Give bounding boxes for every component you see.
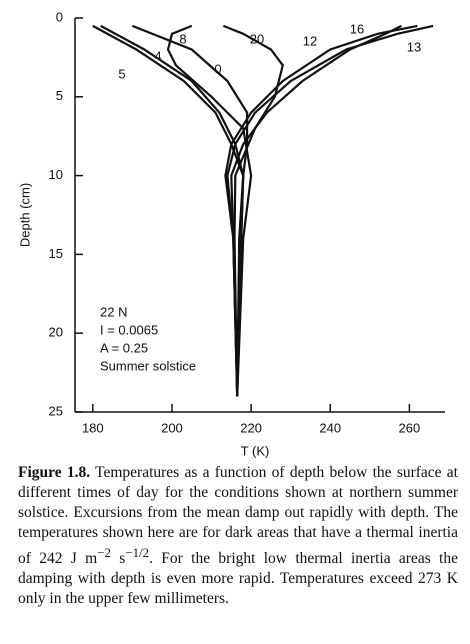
curve-label: 12 — [303, 33, 317, 48]
annotation: A = 0.25 — [100, 340, 148, 355]
x-tick-label: 260 — [399, 420, 421, 435]
caption-sup: −2 — [97, 545, 111, 560]
y-tick-label: 20 — [49, 325, 63, 340]
y-axis-label: Depth (cm) — [17, 183, 32, 247]
caption: Figure 1.8. Temperatures as a function o… — [18, 463, 458, 609]
y-tick-label: 15 — [49, 246, 63, 261]
curve — [166, 24, 253, 397]
curve — [224, 24, 418, 397]
caption-text: Temperatures as a function of depth belo… — [18, 464, 458, 568]
curve — [222, 24, 284, 397]
caption-label: Figure 1.8. — [18, 464, 91, 481]
caption-sup: −1/2 — [125, 545, 150, 560]
curve-label: 13 — [407, 39, 421, 54]
y-tick-label: 5 — [56, 88, 63, 103]
curve-label: 0 — [214, 61, 221, 76]
x-tick-label: 240 — [319, 420, 341, 435]
x-tick-label: 180 — [82, 420, 104, 435]
annotation: 22 N — [100, 304, 127, 319]
curve-label: 20 — [250, 31, 264, 46]
y-tick-label: 10 — [49, 167, 63, 182]
curve — [131, 24, 249, 397]
curve-label: 4 — [154, 48, 161, 63]
x-tick-label: 200 — [161, 420, 183, 435]
curve — [230, 24, 402, 397]
y-tick-label: 0 — [56, 9, 63, 24]
curve-label: 5 — [118, 66, 125, 81]
y-tick-label: 25 — [49, 403, 63, 418]
annotation: I = 0.0065 — [100, 322, 158, 337]
x-tick-label: 220 — [240, 420, 262, 435]
chart: T (K) Depth (cm) 180 200 220 240 26005101520… — [17, 9, 445, 458]
caption-text: . For the bright low thermal inertia are… — [18, 550, 458, 608]
curve-label: 8 — [179, 31, 186, 46]
x-axis-label: T (K) — [241, 443, 270, 458]
curve-label: 16 — [350, 21, 364, 36]
annotation: Summer solstice — [100, 358, 196, 373]
curve — [226, 24, 434, 397]
caption-text: s — [110, 550, 126, 568]
